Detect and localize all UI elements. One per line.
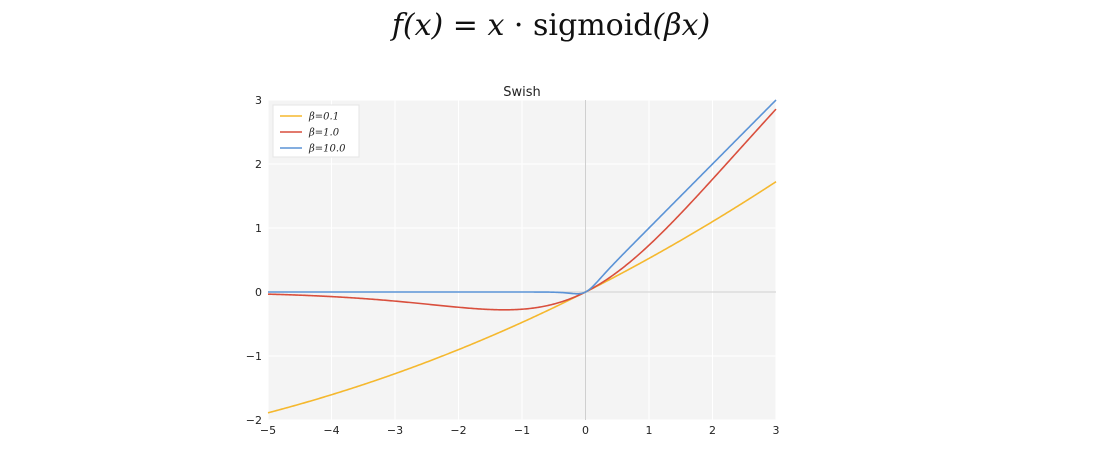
chart-title: Swish — [503, 85, 541, 100]
legend: β=0.1 β=1.0 β=10.0 — [272, 104, 360, 158]
x-tick-labels: −5 −4 −3 −2 −1 0 1 2 3 — [260, 424, 780, 437]
series-line-1 — [267, 108, 777, 311]
series-line-2 — [268, 99, 777, 295]
formula-equals: = — [443, 8, 488, 43]
y-tick-label: −2 — [246, 414, 262, 427]
formula-dot: · — [504, 8, 533, 43]
y-tick-labels: −2 −1 0 1 2 3 — [246, 94, 262, 427]
formula-heading: f(x) = x · sigmoid(βx) — [0, 8, 1102, 43]
series-line-0 — [267, 181, 777, 414]
legend-label: β=0.1 — [308, 112, 339, 123]
y-tick-label: 0 — [255, 286, 262, 299]
y-tick-label: 2 — [255, 158, 262, 171]
x-tick-label: −2 — [450, 424, 466, 437]
y-tick-label: 1 — [255, 222, 262, 235]
x-tick-label: −3 — [387, 424, 403, 437]
x-tick-label: 2 — [709, 424, 716, 437]
x-tick-label: −1 — [514, 424, 530, 437]
x-tick-label: 1 — [646, 424, 653, 437]
x-tick-label: −5 — [260, 424, 276, 437]
formula-x: x — [487, 8, 505, 43]
x-tick-label: 3 — [773, 424, 780, 437]
formula-argument: (βx) — [652, 8, 711, 43]
x-tick-label: 0 — [582, 424, 589, 437]
formula-function: sigmoid — [533, 8, 653, 43]
formula-lhs: f(x) — [391, 8, 444, 43]
legend-label: β=10.0 — [308, 144, 346, 155]
legend-label: β=1.0 — [308, 128, 340, 139]
y-tick-label: −1 — [246, 350, 262, 363]
series-lines — [267, 99, 777, 414]
x-tick-label: −4 — [323, 424, 339, 437]
y-tick-label: 3 — [255, 94, 262, 107]
